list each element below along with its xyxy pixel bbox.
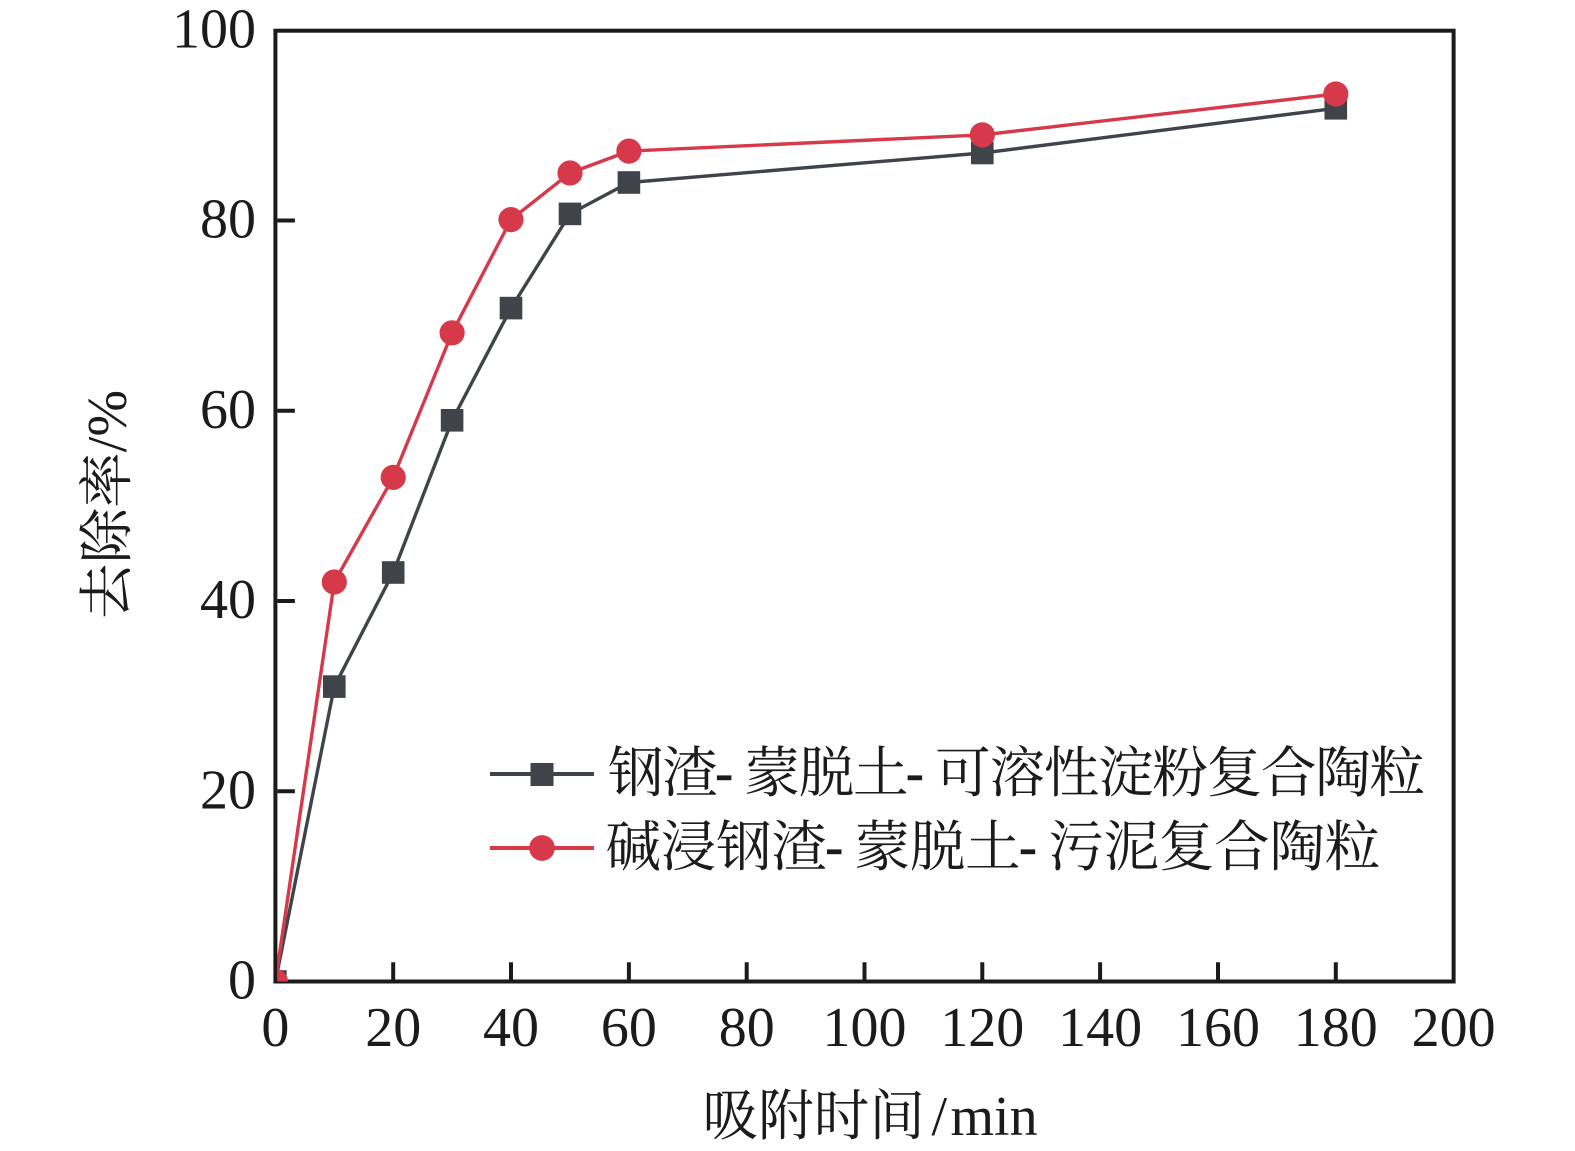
svg-text:40: 40 [200,569,256,631]
svg-text:60: 60 [200,379,256,441]
svg-text:120: 120 [940,997,1024,1059]
svg-text:0: 0 [261,997,289,1059]
svg-text:/: / [932,1086,948,1148]
svg-text:20: 20 [200,759,256,821]
svg-text:100: 100 [823,997,907,1059]
svg-text:60: 60 [601,997,657,1059]
svg-text:160: 160 [1176,997,1260,1059]
svg-text:min: min [951,1086,1038,1148]
svg-text:180: 180 [1294,997,1378,1059]
svg-text:80: 80 [719,997,775,1059]
svg-text:/%: /% [77,390,139,452]
svg-text:140: 140 [1058,997,1142,1059]
svg-text:100: 100 [172,0,256,60]
svg-text:200: 200 [1412,997,1496,1059]
svg-text:40: 40 [483,997,539,1059]
svg-text:20: 20 [365,997,421,1059]
svg-text:80: 80 [200,189,256,251]
svg-text:0: 0 [228,950,256,1012]
